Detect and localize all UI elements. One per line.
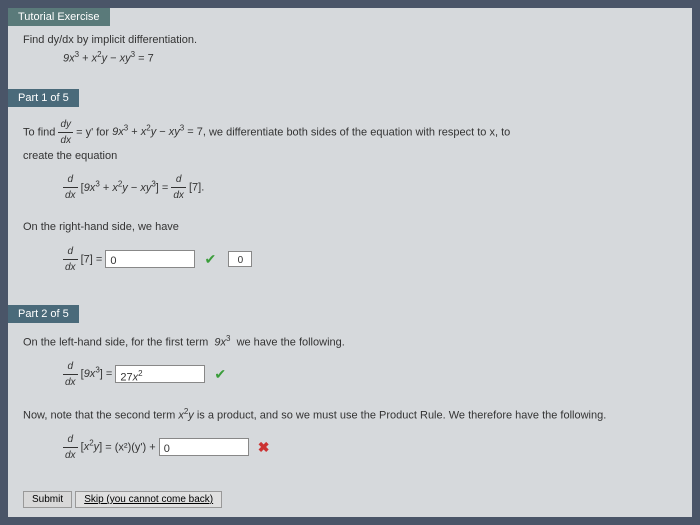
rhs-label: On the right-hand side, we have <box>23 219 677 236</box>
part1-content: To find dydx = y' for 9x3 + x2y − xy3 = … <box>8 107 692 293</box>
eq1-answer-input[interactable]: 27x2 <box>115 365 205 383</box>
problem-statement: Find dy/dx by implicit differentiation. … <box>8 26 692 77</box>
skip-button[interactable]: Skip (you cannot come back) <box>75 491 222 508</box>
part1-equation: ddx [9x3 + x2y − xy3] = ddx [7]. <box>23 164 677 211</box>
bracket-7: [7]. <box>189 182 204 194</box>
d-dx-fraction: ddx <box>63 432 78 463</box>
part1-line1: To find dydx = y' for 9x3 + x2y − xy3 = … <box>23 117 677 148</box>
d-dx-fraction: ddx <box>171 172 186 203</box>
main-equation: 9x3 + x2y − xy3 = 7 <box>23 50 677 65</box>
eq2-answer-input[interactable]: 0 <box>159 438 249 456</box>
part2-eq1: ddx [9x3] = 27x2 ✔ <box>23 351 677 398</box>
dy-dx-fraction: dydx <box>58 117 73 148</box>
bracket-expr: [9x3 + x2y − xy3] = <box>81 182 172 194</box>
text-fragment: = y' for <box>76 126 112 138</box>
d-dx-fraction: ddx <box>63 359 78 390</box>
rhs-prefix: [7] = <box>81 253 106 265</box>
tutorial-header: Tutorial Exercise <box>8 8 110 26</box>
d-dx-fraction: ddx <box>63 172 78 203</box>
cross-icon: ✖ <box>258 439 270 455</box>
page-container: Tutorial Exercise Find dy/dx by implicit… <box>8 8 692 517</box>
text-fragment: we differentiate both sides of the equat… <box>209 126 510 138</box>
rhs-answer-input[interactable]: 0 <box>105 250 195 268</box>
check-icon: ✔ <box>214 366 226 382</box>
d-dx-fraction: ddx <box>63 244 78 275</box>
submit-button[interactable]: Submit <box>23 491 72 508</box>
text-fragment: To find <box>23 126 58 138</box>
part1-rhs-equation: ddx [7] = 0 ✔ 0 <box>23 236 677 283</box>
check-icon: ✔ <box>204 251 216 267</box>
part2-header: Part 2 of 5 <box>8 305 79 323</box>
part1-line2: create the equation <box>23 148 677 165</box>
part2-eq2: ddx [x2y] = (x²)(y') + 0 ✖ <box>23 424 677 471</box>
rhs-confirm-box: 0 <box>228 251 252 267</box>
part2-line2: Now, note that the second term x2y is a … <box>23 406 677 424</box>
bracket-9x3: [9x3] = <box>81 368 116 380</box>
bracket-x2y: [x2y] <box>81 441 103 453</box>
part2-content: On the left-hand side, for the first ter… <box>8 323 692 481</box>
button-row: Submit Skip (you cannot come back) <box>8 481 692 518</box>
part1-header: Part 1 of 5 <box>8 89 79 107</box>
prompt-text: Find dy/dx by implicit differentiation. <box>23 34 677 46</box>
part2-line1: On the left-hand side, for the first ter… <box>23 333 677 351</box>
equation-inline: 9x3 + x2y − xy3 = 7, <box>112 126 206 138</box>
eq2-mid: = (x²)(y') + <box>105 441 158 453</box>
